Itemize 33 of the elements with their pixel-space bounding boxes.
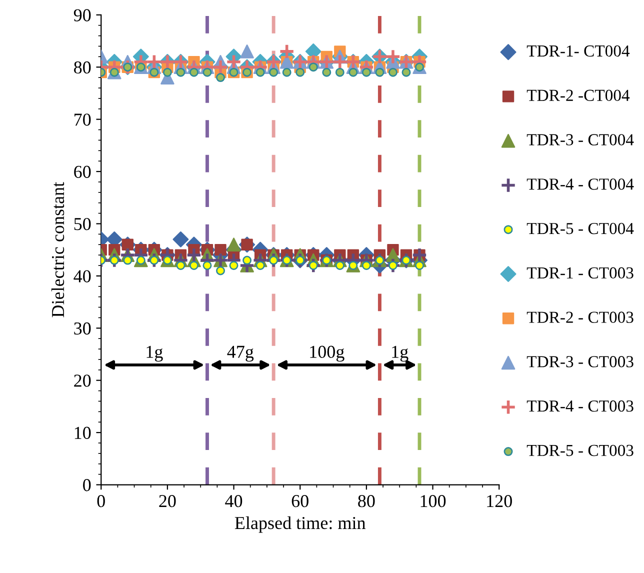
x-tick-label: 80 <box>358 495 375 508</box>
legend-label: TDR-1- CT004 <box>526 45 630 57</box>
legend-label: TDR-1 - CT003 <box>526 267 634 279</box>
y-tick-label: 70 <box>74 114 91 126</box>
y-tick-label: 50 <box>74 218 91 230</box>
x-tick-label: 40 <box>225 495 242 508</box>
legend-label: TDR-4 - CT003 <box>526 400 634 412</box>
y-axis-title: Dielectric constant <box>51 182 64 318</box>
legend-label: TDR-2 -CT004 <box>526 90 630 102</box>
annotation: 1g <box>392 346 408 362</box>
legend-label: TDR-4 - CT004 <box>526 178 634 190</box>
y-tick-label: 10 <box>74 426 91 439</box>
legend-label: TDR-5 - CT004 <box>526 222 634 234</box>
y-tick-label: 90 <box>74 9 91 22</box>
legend-label: TDR-5 - CT003 <box>526 444 634 456</box>
x-tick-label: 120 <box>487 495 512 508</box>
x-axis-title: Elapsed time: min <box>234 516 366 533</box>
x-tick-label: 0 <box>97 495 105 508</box>
legend-label: TDR-3 - CT003 <box>526 356 634 368</box>
legend-label: TDR-3 - CT004 <box>526 134 634 146</box>
y-tick-label: 40 <box>74 270 91 282</box>
x-tick-label: 100 <box>420 495 446 508</box>
x-tick-label: 20 <box>159 495 176 508</box>
legend-label: TDR-2 - CT003 <box>526 312 634 323</box>
annotation: 47g <box>227 346 254 362</box>
y-tick-label: 0 <box>83 479 91 492</box>
y-tick-label: 20 <box>74 374 91 387</box>
y-tick-label: 60 <box>74 166 91 178</box>
annotation: 100g <box>310 346 344 362</box>
annotation: 1g <box>146 346 163 362</box>
x-tick-label: 60 <box>292 495 308 508</box>
y-tick-label: 30 <box>74 322 91 335</box>
y-tick-label: 80 <box>74 61 91 74</box>
